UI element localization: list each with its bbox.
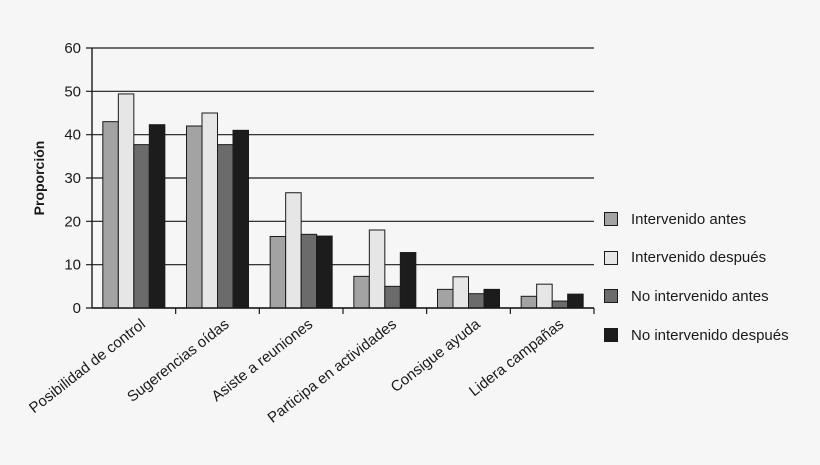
bar: [551, 300, 569, 309]
legend: Intervenido antes Intervenido después No…: [604, 200, 789, 354]
y-tick-label: 40: [64, 127, 81, 144]
bar: [201, 112, 218, 309]
legend-item-no-intervenido-antes: No intervenido antes: [604, 277, 789, 316]
legend-swatch: [604, 212, 618, 227]
bar: [269, 236, 287, 309]
y-tick-label: 20: [64, 213, 81, 230]
bar: [316, 235, 333, 309]
bar: [117, 93, 135, 309]
bar: [399, 252, 417, 309]
bar: [368, 229, 386, 309]
bar: [536, 283, 553, 309]
y-tick-label: 50: [64, 83, 81, 100]
legend-label: No intervenido después: [631, 326, 789, 344]
bar: [102, 121, 119, 309]
y-tick-label: 10: [64, 257, 81, 274]
bar: [133, 144, 150, 309]
bar: [384, 285, 401, 309]
bar: [452, 276, 469, 309]
y-axis-label: Proporción: [31, 141, 47, 216]
legend-item-intervenido-antes: Intervenido antes: [604, 200, 789, 239]
bar: [217, 144, 234, 309]
y-tick-label: 60: [64, 40, 81, 57]
legend-label: No intervenido antes: [631, 287, 769, 305]
legend-swatch: [604, 328, 618, 343]
bar: [520, 295, 538, 309]
bar: [186, 125, 203, 309]
bar: [353, 275, 370, 309]
y-tick-label: 0: [73, 300, 81, 317]
y-tick-label: 30: [64, 170, 81, 187]
bar: [285, 192, 302, 309]
bar: [483, 288, 500, 309]
bar: [468, 293, 485, 309]
bar: [148, 124, 166, 309]
bar: [567, 293, 584, 309]
legend-swatch: [604, 250, 618, 265]
legend-swatch: [604, 289, 618, 304]
bar: [232, 129, 249, 309]
legend-item-no-intervenido-despues: No intervenido después: [604, 316, 789, 355]
legend-item-intervenido-despues: Intervenido después: [604, 239, 789, 278]
legend-label: Intervenido antes: [631, 210, 747, 228]
legend-label: Intervenido después: [631, 249, 767, 267]
bar: [300, 233, 318, 309]
bar: [437, 288, 454, 309]
